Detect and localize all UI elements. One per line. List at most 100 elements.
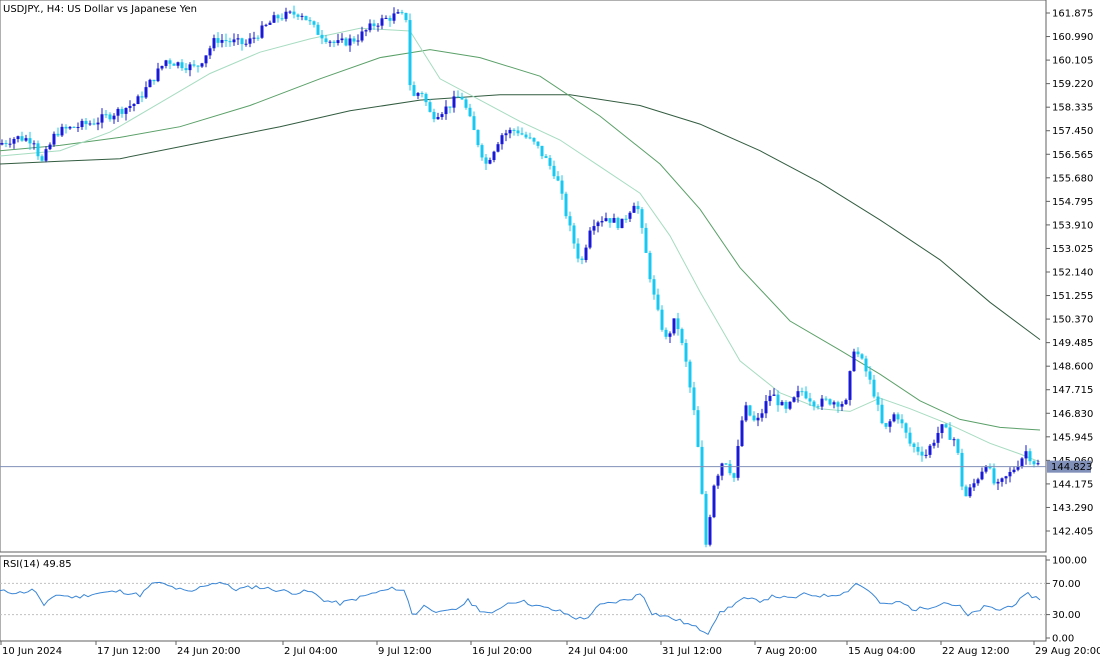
candle-body [248,38,252,44]
rsi-label: RSI(14) 49.85 [3,559,72,570]
candle-body [120,108,124,114]
candle-body [460,96,464,100]
candle-body [312,21,316,25]
candle-body [556,176,560,181]
candle-body [936,432,940,443]
candle-body [884,423,888,427]
candle-body [380,18,384,26]
candle-body [520,133,524,135]
candle-body [180,62,184,69]
candle-body [72,126,76,128]
candle-body [228,41,232,43]
candle-body [772,394,776,396]
candle-body [416,93,420,96]
candle-body [984,466,988,472]
candle-body [860,354,864,359]
candle-body [300,15,304,17]
candle-body [220,40,224,43]
candle-body [8,143,12,145]
candle-body [124,107,128,114]
candle-body [216,38,220,43]
candle-body [564,193,568,217]
candle-body [996,481,1000,484]
candle-body [624,218,628,220]
candle-body [284,11,288,19]
candle-body [740,420,744,447]
candle-body [492,151,496,161]
candle-body [332,41,336,44]
candle-body [240,38,244,45]
time-tick-label: 7 Aug 20:00 [756,646,817,657]
candle-body [708,517,712,545]
candle-body [224,40,228,42]
candle-body [356,40,360,42]
candle-body [1028,451,1032,462]
price-tick-label: 153.910 [1052,220,1093,231]
candle-body [448,106,452,108]
candle-body [980,471,984,480]
candle-body [1000,478,1004,482]
candle-body [160,65,164,69]
candle-body [628,212,632,219]
time-tick-label: 16 Jul 20:00 [472,646,532,657]
candle-body [576,243,580,259]
candle-body [904,423,908,433]
candle-body [704,493,708,545]
candle-body [296,14,300,17]
time-tick-label: 9 Jul 12:00 [378,646,432,657]
candle-body [516,130,520,134]
candle-body [684,343,688,362]
candle-body [960,452,964,487]
candle-body [532,137,536,142]
candle-body [796,391,800,398]
candle-body [816,406,820,408]
rsi-pane-frame [0,555,1047,642]
candle-body [668,333,672,337]
candle-body [108,114,112,120]
candle-body [472,116,476,131]
candle-body [140,96,144,98]
candle-body [316,24,320,35]
time-tick-label: 31 Jul 12:00 [662,646,722,657]
price-pane[interactable]: 161.875 160.990 160.105 159.220 158.335 157.4… [0,0,1093,553]
candle-body [456,96,460,98]
candle-body [880,404,884,424]
candle-body [688,361,692,388]
candle-body [1016,466,1020,470]
candle-body [660,309,664,330]
time-tick-label: 22 Aug 12:00 [942,646,1009,657]
candle-body [864,358,868,372]
candle-body [304,15,308,21]
candle-body [0,143,4,145]
candle-body [412,85,416,96]
candle-body [1032,461,1036,465]
candle-body [820,398,824,407]
candle-body [80,120,84,128]
candle-body [376,25,380,27]
candle-body [728,463,732,474]
candle-body [784,401,788,409]
candle-body [928,445,932,455]
candle-body [560,180,564,194]
candle-body [812,401,816,407]
candle-body [752,415,756,421]
candle-body [292,11,296,15]
candle-body [732,473,736,478]
candle-body [196,65,200,67]
time-tick-label: 15 Aug 04:00 [848,646,915,657]
candle-body [212,38,216,49]
candle-body [60,126,64,136]
candle-body [672,318,676,334]
candle-body [1024,451,1028,459]
candle-body [64,126,68,129]
rsi-pane[interactable]: 100.00 70.00 30.00 0.00 RSI(14) 49.85 [0,555,1087,645]
candle-body [768,395,772,402]
candle-body [144,87,148,98]
candle-body [840,404,844,407]
candle-body [348,38,352,46]
candle-body [932,442,936,446]
candle-body [336,40,340,44]
candle-body [268,22,272,25]
candle-body [132,104,136,106]
